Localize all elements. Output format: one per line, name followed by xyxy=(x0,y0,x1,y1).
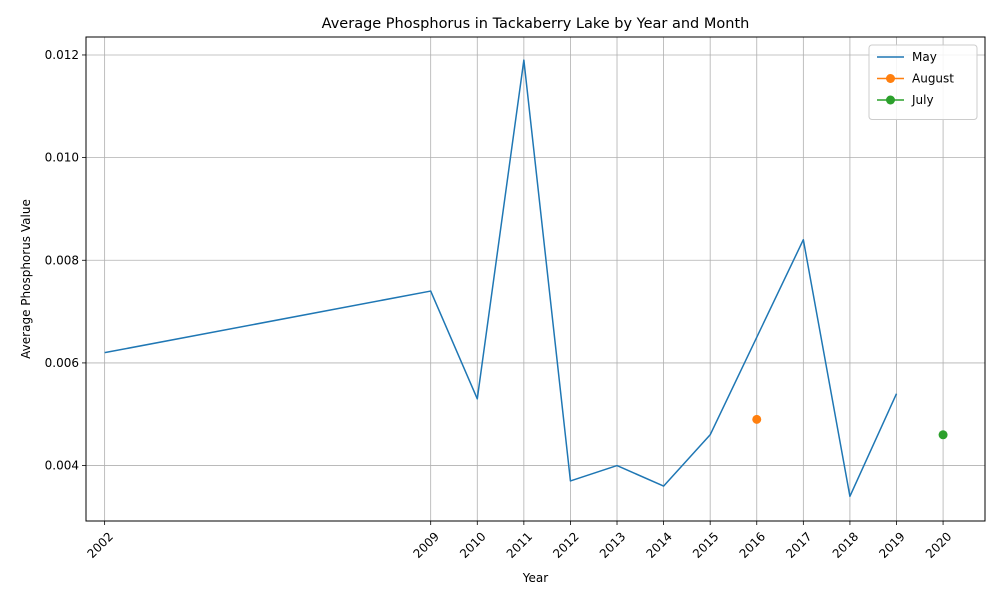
series-layer xyxy=(104,59,948,498)
data-point-july xyxy=(938,430,948,440)
legend-box xyxy=(868,44,978,120)
legend-label-august: August xyxy=(912,72,954,86)
chart-title: Average Phosphorus in Tackaberry Lake by… xyxy=(322,16,750,32)
legend-marker-july xyxy=(886,95,895,105)
y-axis: 0.004 0.006 0.008 0.010 0.012 xyxy=(45,48,86,473)
plot-frame xyxy=(85,36,986,522)
x-axis-label: Year xyxy=(522,571,548,585)
grid-lines xyxy=(86,37,985,521)
y-tick-label: 0.004 xyxy=(45,459,79,473)
series-line-may xyxy=(104,59,898,498)
legend-label-may: May xyxy=(912,50,937,64)
legend-label-july: July xyxy=(911,93,934,107)
data-point-august xyxy=(752,414,762,424)
y-tick-label: 0.008 xyxy=(45,253,79,267)
legend: May August July xyxy=(868,44,978,120)
y-tick-label: 0.012 xyxy=(45,48,79,62)
legend-marker-august xyxy=(886,74,895,83)
y-axis-label: Average Phosphorus Value xyxy=(19,199,33,359)
y-tick-label: 0.010 xyxy=(45,151,79,165)
y-tick-label: 0.006 xyxy=(45,356,79,370)
